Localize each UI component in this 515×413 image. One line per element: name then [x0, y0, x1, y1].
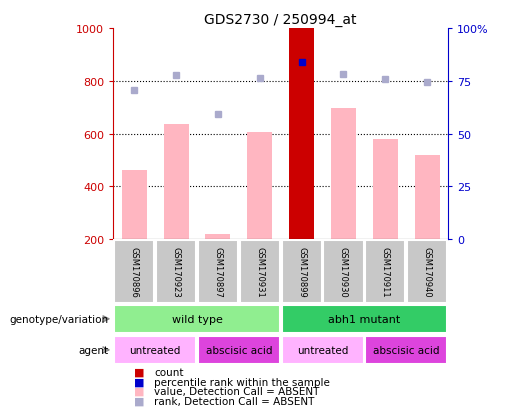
Text: wild type: wild type [171, 314, 222, 324]
Text: GSM170930: GSM170930 [339, 246, 348, 297]
Text: value, Detection Call = ABSENT: value, Detection Call = ABSENT [154, 386, 320, 396]
Text: percentile rank within the sample: percentile rank within the sample [154, 377, 331, 387]
Text: GSM170911: GSM170911 [381, 246, 390, 297]
Text: GSM170940: GSM170940 [423, 246, 432, 297]
Bar [365, 240, 405, 303]
Bar [122, 171, 147, 240]
Title: GDS2730 / 250994_at: GDS2730 / 250994_at [204, 12, 357, 26]
Bar [282, 336, 364, 364]
Text: ■: ■ [134, 377, 144, 387]
Bar [289, 29, 314, 240]
Text: ■: ■ [134, 367, 144, 377]
Text: count: count [154, 367, 184, 377]
Text: GSM170897: GSM170897 [213, 246, 222, 297]
Text: agent: agent [78, 345, 108, 355]
Bar [373, 140, 398, 240]
Text: GSM170923: GSM170923 [171, 246, 181, 297]
Bar [156, 240, 196, 303]
Text: GSM170931: GSM170931 [255, 246, 264, 297]
Bar [365, 336, 447, 364]
Bar [198, 336, 280, 364]
Bar [205, 234, 230, 240]
Text: untreated: untreated [297, 345, 348, 355]
Bar [282, 305, 447, 333]
Bar [114, 305, 280, 333]
Bar [239, 240, 280, 303]
Text: genotype/variation: genotype/variation [9, 314, 108, 324]
Bar [415, 155, 440, 240]
Text: abscisic acid: abscisic acid [205, 345, 272, 355]
Bar [282, 240, 322, 303]
Text: GSM170896: GSM170896 [130, 246, 139, 297]
Bar [407, 240, 447, 303]
Bar [198, 240, 238, 303]
Text: rank, Detection Call = ABSENT: rank, Detection Call = ABSENT [154, 396, 315, 406]
Bar [331, 109, 356, 240]
Text: untreated: untreated [129, 345, 181, 355]
Text: abh1 mutant: abh1 mutant [328, 314, 401, 324]
Bar [114, 336, 196, 364]
Bar [323, 240, 364, 303]
Text: ■: ■ [134, 396, 144, 406]
Text: abscisic acid: abscisic acid [373, 345, 439, 355]
Bar [114, 240, 154, 303]
Text: ■: ■ [134, 386, 144, 396]
Bar [163, 125, 188, 240]
Bar [247, 133, 272, 240]
Text: GSM170899: GSM170899 [297, 246, 306, 297]
